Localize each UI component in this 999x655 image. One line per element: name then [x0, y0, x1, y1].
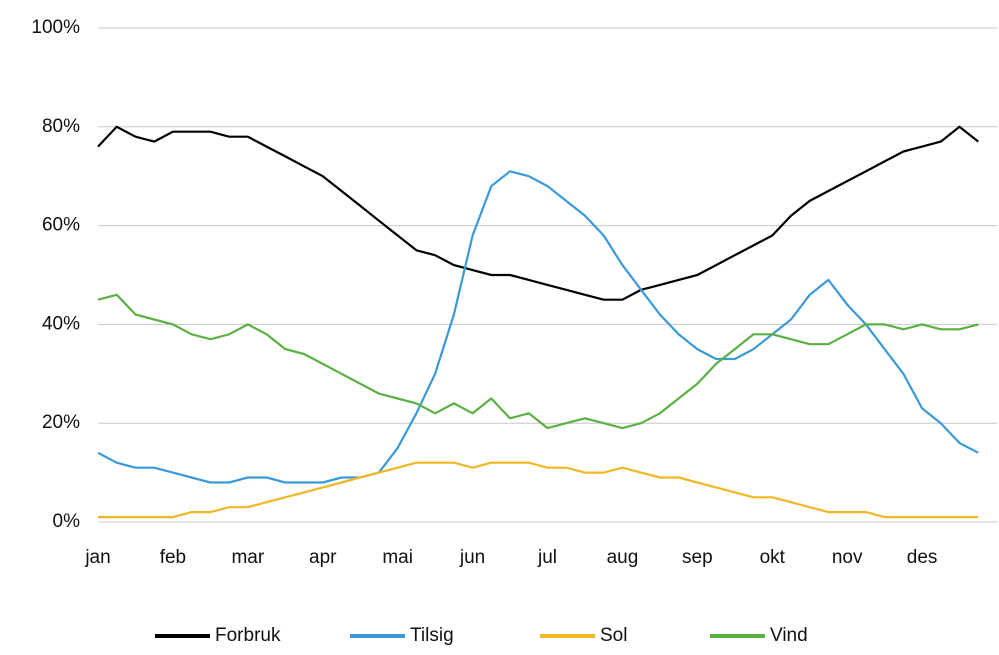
x-tick-label: mai — [382, 547, 413, 568]
series-line — [98, 461, 979, 519]
x-tick-label: apr — [309, 547, 337, 568]
x-tick-label: jun — [459, 547, 485, 568]
y-tick-label: 0% — [53, 511, 81, 532]
series-line — [97, 125, 979, 301]
y-tick-label: 40% — [42, 313, 80, 334]
legend-label: Vind — [770, 625, 808, 646]
x-tick-label: sep — [682, 547, 713, 568]
x-tick-label: okt — [760, 547, 786, 568]
x-tick-label: aug — [607, 547, 639, 568]
y-tick-label: 60% — [42, 215, 80, 236]
legend-label: Forbruk — [215, 625, 281, 646]
x-tick-label: des — [907, 547, 938, 568]
series-line — [97, 293, 979, 430]
legend-label: Sol — [600, 625, 627, 646]
y-tick-label: 20% — [42, 412, 80, 433]
x-tick-label: feb — [160, 547, 186, 568]
x-tick-label: nov — [832, 547, 863, 568]
x-tick-label: jan — [84, 547, 110, 568]
series-line — [97, 170, 979, 484]
legend-label: Tilsig — [410, 625, 454, 646]
x-tick-label: mar — [231, 547, 264, 568]
y-tick-label: 80% — [42, 116, 80, 137]
x-tick-label: jul — [537, 547, 557, 568]
y-tick-label: 100% — [31, 17, 80, 38]
